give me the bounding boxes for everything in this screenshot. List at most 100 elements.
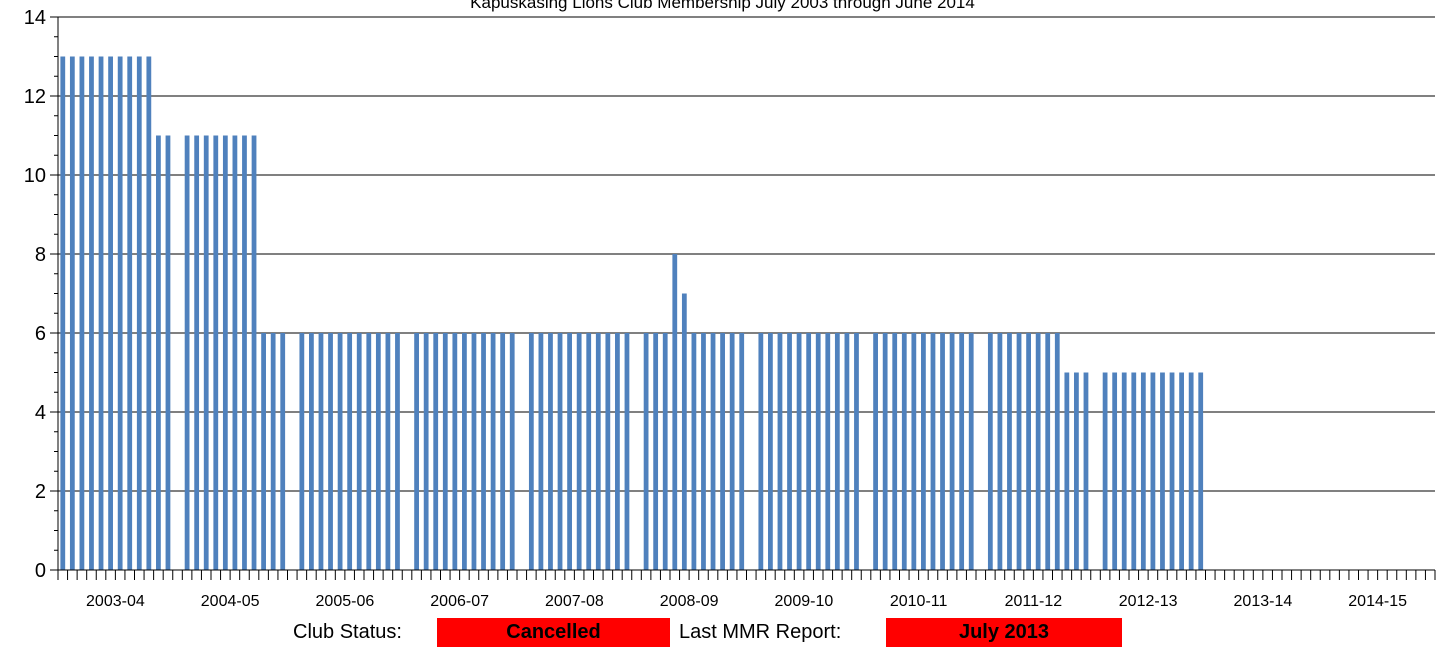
bar (280, 333, 286, 570)
bar (299, 333, 305, 570)
bar (1150, 372, 1156, 570)
bar (213, 135, 219, 570)
bar (825, 333, 831, 570)
bar (567, 333, 572, 570)
y-tick-label: 12 (24, 86, 46, 108)
bar (605, 333, 611, 570)
club-status-label: Club Status: (293, 621, 402, 643)
bar (69, 56, 75, 570)
x-tick-label: 2004-05 (201, 593, 260, 610)
bar (1016, 333, 1022, 570)
bar (337, 333, 343, 570)
bar (854, 333, 859, 570)
bar (796, 333, 802, 570)
bar (79, 56, 85, 570)
bar (586, 333, 592, 570)
bar (921, 333, 926, 570)
bar (768, 333, 773, 570)
bar (787, 333, 792, 570)
footer: Club Status: Cancelled Last MMR Report: … (0, 617, 1445, 647)
bar (882, 333, 888, 570)
bar (98, 56, 104, 570)
y-tick-label: 14 (24, 7, 46, 29)
bar (1188, 372, 1194, 570)
bar (146, 56, 152, 570)
bar (1074, 372, 1079, 570)
bar (1045, 333, 1051, 570)
bar (222, 135, 228, 570)
bar (681, 293, 687, 570)
x-tick-label: 2011-12 (1005, 593, 1063, 610)
y-tick-label: 6 (35, 323, 46, 345)
x-tick-label: 2005-06 (316, 593, 375, 610)
bar (270, 333, 276, 570)
bar (777, 333, 783, 570)
x-tick-label: 2010-11 (890, 593, 948, 610)
bar (165, 135, 171, 570)
bar (901, 333, 907, 570)
bar (1054, 333, 1060, 570)
y-tick-label: 4 (35, 402, 46, 424)
bar (395, 333, 400, 570)
bar (509, 333, 515, 570)
bar (433, 333, 439, 570)
bar (347, 333, 353, 570)
y-tick-label: 10 (24, 165, 46, 187)
bar (959, 333, 965, 570)
bar (1112, 372, 1118, 570)
bar (576, 333, 582, 570)
bar (117, 56, 123, 570)
bar (806, 333, 812, 570)
x-tick-label: 2008-09 (660, 593, 719, 610)
chart-title: Kapuskasing Lions Club Membership July 2… (470, 0, 975, 12)
bar (414, 333, 419, 570)
bar (500, 333, 506, 570)
bar (1198, 372, 1204, 570)
bar (720, 333, 725, 570)
club-status-badge: Cancelled (437, 618, 670, 647)
x-tick-label: 2009-10 (775, 593, 834, 610)
bar (1140, 372, 1146, 570)
bar (462, 333, 467, 570)
bar (1007, 333, 1012, 570)
bar (844, 333, 850, 570)
bar (691, 333, 697, 570)
bar (89, 56, 94, 570)
bar (490, 333, 496, 570)
bar (375, 333, 381, 570)
bar (481, 333, 486, 570)
bar (548, 333, 553, 570)
bar (194, 135, 200, 570)
bar (318, 333, 324, 570)
bar (557, 333, 563, 570)
y-tick-label: 8 (35, 244, 46, 266)
x-tick-label: 2012-13 (1119, 593, 1178, 610)
bar (232, 135, 238, 570)
bar (662, 333, 668, 570)
bar (1169, 372, 1175, 570)
last-mmr-badge: July 2013 (886, 618, 1122, 647)
bar (615, 333, 620, 570)
bar (672, 254, 678, 570)
bar (108, 56, 113, 570)
bar (60, 56, 66, 570)
bar (729, 333, 735, 570)
bar (1131, 372, 1137, 570)
bar (758, 333, 764, 570)
last-mmr-label: Last MMR Report: (679, 621, 842, 643)
bar (1179, 372, 1184, 570)
bar (873, 333, 878, 570)
bar (136, 56, 142, 570)
bar (987, 333, 993, 570)
bar (528, 333, 534, 570)
x-tick-label: 2014-15 (1348, 593, 1407, 610)
bar (1035, 333, 1041, 570)
bar (997, 333, 1003, 570)
bar (624, 333, 630, 570)
bar (442, 333, 448, 570)
bar (930, 333, 936, 570)
bar (1102, 372, 1108, 570)
bar (739, 333, 745, 570)
bar (1064, 372, 1070, 570)
